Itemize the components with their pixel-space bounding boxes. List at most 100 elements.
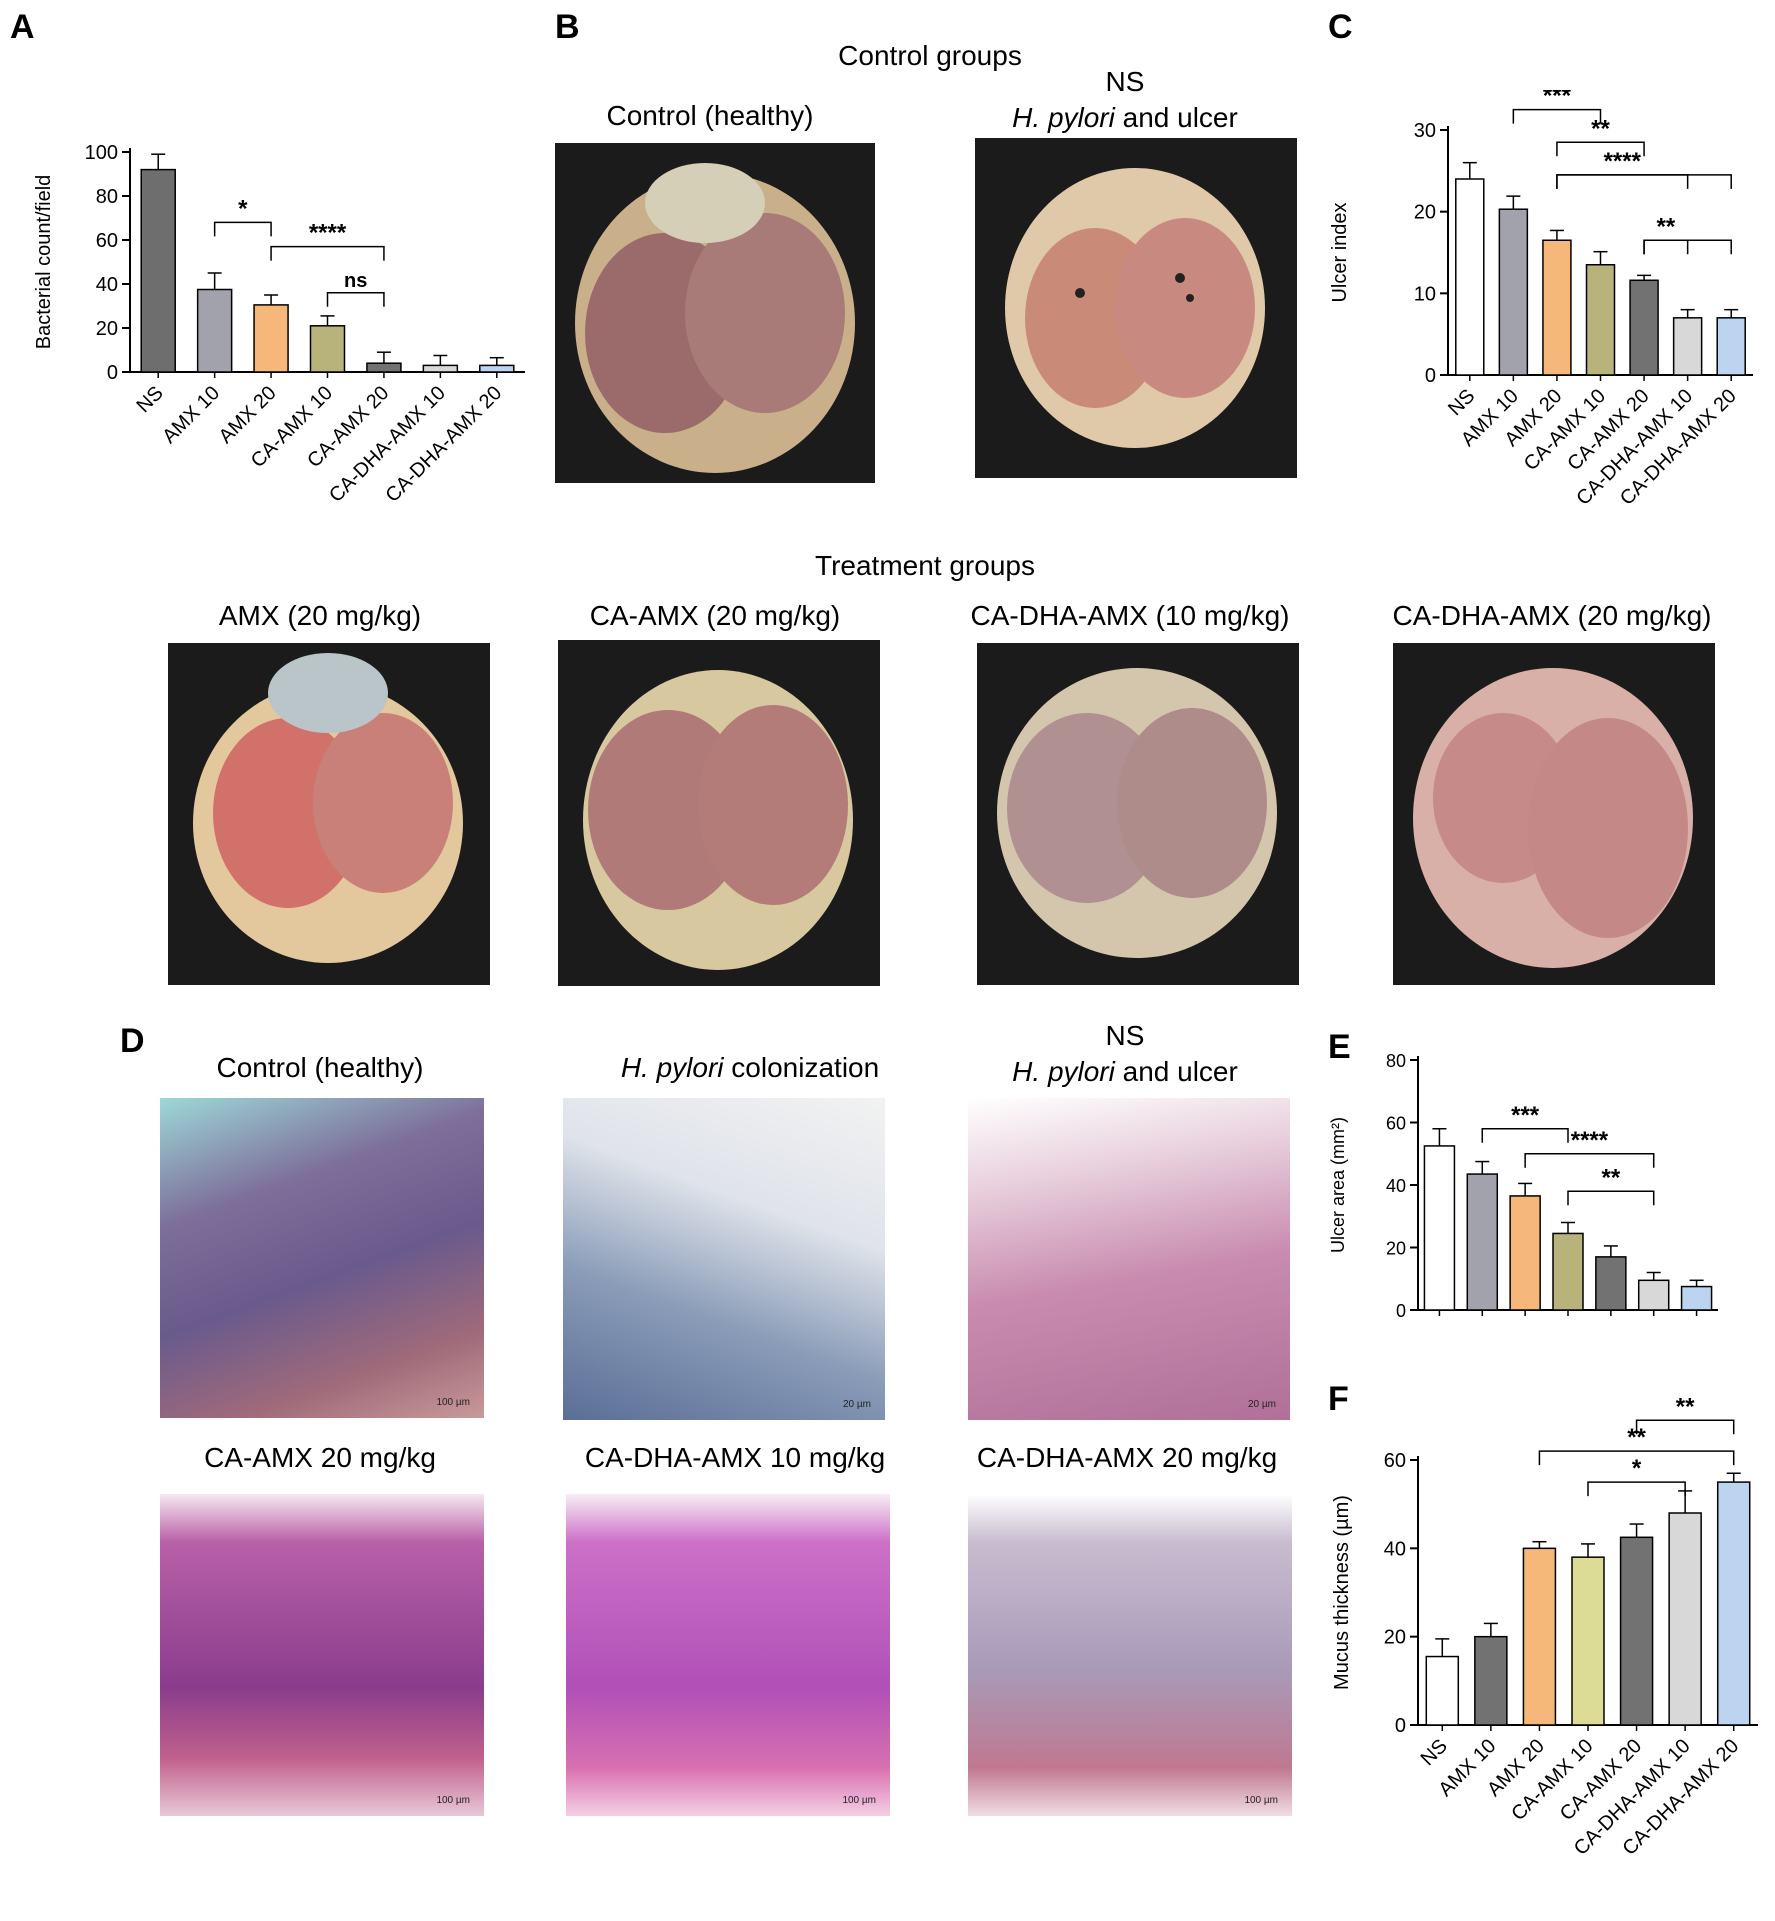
y-axis-label: Bacterial count/field bbox=[33, 175, 55, 350]
significance-bracket bbox=[1556, 174, 1732, 189]
bar bbox=[1425, 1655, 1460, 1726]
y-tick-label: 0 bbox=[107, 362, 118, 384]
histo-caption-colonization-italic: H. pylori bbox=[620, 1052, 724, 1083]
histo-caption-ca-amx-20: CA-AMX 20 mg/kg bbox=[204, 1442, 436, 1473]
significance-label: ** bbox=[1591, 115, 1610, 142]
significance-bracket bbox=[1512, 108, 1602, 124]
significance-label: *** bbox=[1511, 1102, 1540, 1129]
significance-bracket bbox=[1538, 1450, 1735, 1466]
panel-letter-e: E bbox=[1328, 1028, 1351, 1066]
y-tick-label: 80 bbox=[96, 186, 118, 208]
significance-bracket bbox=[1524, 1153, 1655, 1168]
significance-label: * bbox=[238, 195, 248, 222]
histo-control-healthy: 100 µm bbox=[160, 1098, 484, 1418]
caption-ns-rest: and ulcer bbox=[1114, 102, 1238, 133]
histo-ca-amx-20: 100 µm bbox=[160, 1494, 484, 1816]
significance-bracket bbox=[1635, 1419, 1735, 1435]
bar bbox=[1595, 1256, 1627, 1311]
caption-amx-20: AMX (20 mg/kg) bbox=[218, 600, 422, 631]
y-tick-label: 40 bbox=[96, 274, 118, 296]
scale-label: 100 µm bbox=[842, 1795, 876, 1806]
y-tick-label: 60 bbox=[1384, 1450, 1406, 1472]
y-tick-label: 0 bbox=[1395, 1715, 1406, 1737]
significance-label: ** bbox=[1676, 1393, 1695, 1420]
histo-caption-ns-line1: NS bbox=[1105, 1020, 1145, 1051]
bar bbox=[196, 288, 233, 373]
y-tick-label: 20 bbox=[96, 318, 118, 340]
significance-label: ** bbox=[1627, 1424, 1646, 1451]
caption-control-healthy: Control (healthy) bbox=[606, 100, 814, 131]
significance-label: **** bbox=[1604, 148, 1642, 175]
bar bbox=[1455, 178, 1485, 376]
x-tick-label: NS bbox=[1444, 385, 1479, 420]
x-tick-label: NS bbox=[133, 382, 168, 417]
y-tick-label: 0 bbox=[1425, 365, 1436, 387]
significance-label: ** bbox=[1602, 1164, 1621, 1191]
bar bbox=[1585, 264, 1616, 376]
y-tick-label: 20 bbox=[1384, 1627, 1406, 1649]
histo-ns-ulcer: 20 µm bbox=[968, 1098, 1290, 1420]
photo-ca-amx-20 bbox=[558, 640, 880, 986]
bar bbox=[1716, 1481, 1751, 1726]
significance-bracket bbox=[1556, 174, 1689, 189]
y-tick-label: 30 bbox=[1414, 120, 1436, 142]
caption-ns-line1: NS bbox=[1105, 66, 1145, 97]
caption-ns-italic: H. pylori bbox=[1012, 102, 1115, 133]
scale-label: 20 µm bbox=[1248, 1399, 1276, 1410]
bar bbox=[366, 362, 402, 373]
panel-letter-d: D bbox=[120, 1022, 145, 1060]
significance-label: ** bbox=[1657, 213, 1676, 240]
significance-bracket bbox=[1587, 1481, 1686, 1497]
y-tick-label: 60 bbox=[96, 230, 118, 252]
histo-ca-dha-amx-10: 100 µm bbox=[566, 1494, 890, 1816]
y-axis-label: Ulcer index bbox=[1329, 202, 1351, 302]
bar bbox=[1637, 1279, 1670, 1311]
photo-ca-dha-amx-20 bbox=[1393, 643, 1715, 985]
control-groups-title: Control groups bbox=[838, 40, 1022, 71]
bar bbox=[1680, 1285, 1713, 1311]
bar bbox=[1672, 317, 1703, 376]
significance-label: ns bbox=[344, 270, 367, 292]
y-tick-label: 80 bbox=[1386, 1051, 1406, 1071]
photo-ca-dha-amx-10 bbox=[977, 643, 1299, 985]
histo-caption-ca-dha-amx-10: CA-DHA-AMX 10 mg/kg bbox=[584, 1442, 886, 1473]
photo-control-healthy bbox=[555, 143, 875, 483]
significance-bracket bbox=[1556, 141, 1645, 157]
y-tick-label: 100 bbox=[85, 142, 118, 164]
panel-letter-b: B bbox=[555, 8, 580, 46]
bar bbox=[479, 364, 515, 373]
scale-label: 100 µm bbox=[436, 1397, 470, 1408]
histo-caption-control: Control (healthy) bbox=[216, 1052, 424, 1083]
caption-ca-amx-20: CA-AMX (20 mg/kg) bbox=[589, 600, 841, 631]
treatment-groups-title: Treatment groups bbox=[815, 550, 1035, 581]
bar bbox=[1619, 1536, 1654, 1726]
histo-h-pylori-colonization: 20 µm bbox=[563, 1098, 885, 1420]
significance-bracket bbox=[1643, 239, 1732, 255]
scale-label: 100 µm bbox=[436, 1795, 470, 1806]
significance-label: **** bbox=[309, 220, 347, 247]
scale-label: 100 µm bbox=[1244, 1795, 1278, 1806]
photo-ns-ulcer bbox=[975, 138, 1297, 478]
significance-bracket bbox=[1643, 239, 1689, 255]
y-tick-label: 20 bbox=[1386, 1239, 1406, 1259]
scale-label: 20 µm bbox=[843, 1399, 871, 1410]
bar bbox=[1629, 279, 1659, 376]
significance-bracket bbox=[326, 292, 385, 307]
significance-bracket bbox=[1567, 1190, 1655, 1206]
histo-caption-ca-dha-amx-20: CA-DHA-AMX 20 mg/kg bbox=[976, 1442, 1278, 1473]
significance-label: **** bbox=[1571, 1127, 1609, 1154]
bar bbox=[1552, 1232, 1584, 1311]
significance-label: * bbox=[1632, 1455, 1642, 1482]
y-tick-label: 10 bbox=[1414, 283, 1436, 305]
histo-caption-ns-line2: H. pylori and ulcer bbox=[1012, 1056, 1238, 1088]
caption-ca-dha-amx-20: CA-DHA-AMX (20 mg/kg) bbox=[1392, 600, 1712, 631]
histo-ca-dha-amx-20: 100 µm bbox=[968, 1494, 1292, 1816]
y-tick-label: 60 bbox=[1386, 1114, 1406, 1134]
y-axis-label: Ulcer area (mm²) bbox=[1328, 1117, 1348, 1253]
y-tick-label: 40 bbox=[1384, 1538, 1406, 1560]
photo-amx-20 bbox=[168, 643, 490, 985]
panel-letter-c: C bbox=[1328, 8, 1353, 46]
histo-caption-ns-rest: and ulcer bbox=[1114, 1056, 1238, 1087]
